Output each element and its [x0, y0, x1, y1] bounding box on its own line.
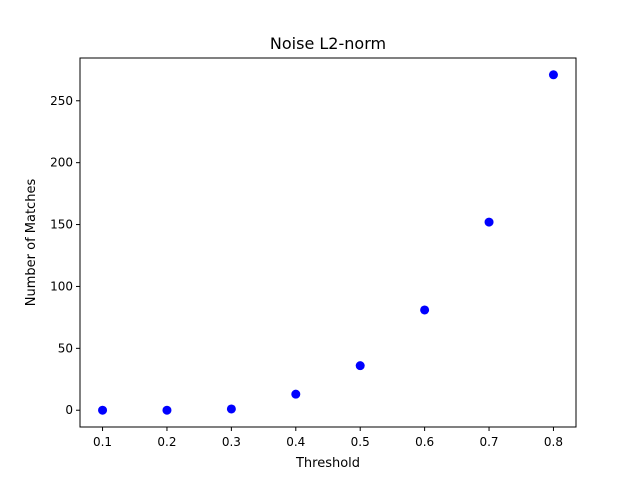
x-tick-label: 0.7: [479, 435, 498, 449]
plot-area: [79, 57, 577, 428]
x-axis-ticks: 0.1 0.2 0.3 0.4 0.5 0.6 0.7 0.8: [93, 427, 563, 449]
data-point: [484, 217, 494, 227]
data-point: [548, 70, 558, 80]
y-axis-label: Number of Matches: [24, 179, 39, 307]
x-tick-label: 0.3: [222, 435, 241, 449]
y-tick-label: 50: [58, 341, 73, 355]
data-point: [355, 361, 365, 371]
data-point: [98, 405, 108, 415]
data-points: [98, 70, 558, 415]
x-tick-label: 0.1: [93, 435, 112, 449]
data-point: [291, 389, 301, 399]
x-tick-label: 0.2: [157, 435, 176, 449]
data-point: [420, 305, 430, 315]
x-tick-label: 0.5: [351, 435, 370, 449]
y-tick-label: 250: [50, 94, 73, 108]
x-tick-label: 0.4: [286, 435, 305, 449]
y-tick-label: 150: [50, 218, 73, 232]
data-point: [162, 405, 172, 415]
x-tick-label: 0.6: [415, 435, 434, 449]
y-tick-label: 0: [65, 403, 73, 417]
x-axis-label: Threshold: [295, 456, 360, 471]
y-axis-ticks: 0 50 100 150 200 250: [50, 94, 80, 417]
chart-title: Noise L2-norm: [270, 34, 386, 53]
y-tick-label: 100: [50, 279, 73, 293]
y-tick-label: 200: [50, 156, 73, 170]
x-tick-label: 0.8: [544, 435, 563, 449]
data-point: [226, 404, 236, 414]
plot-frame: [79, 57, 577, 428]
